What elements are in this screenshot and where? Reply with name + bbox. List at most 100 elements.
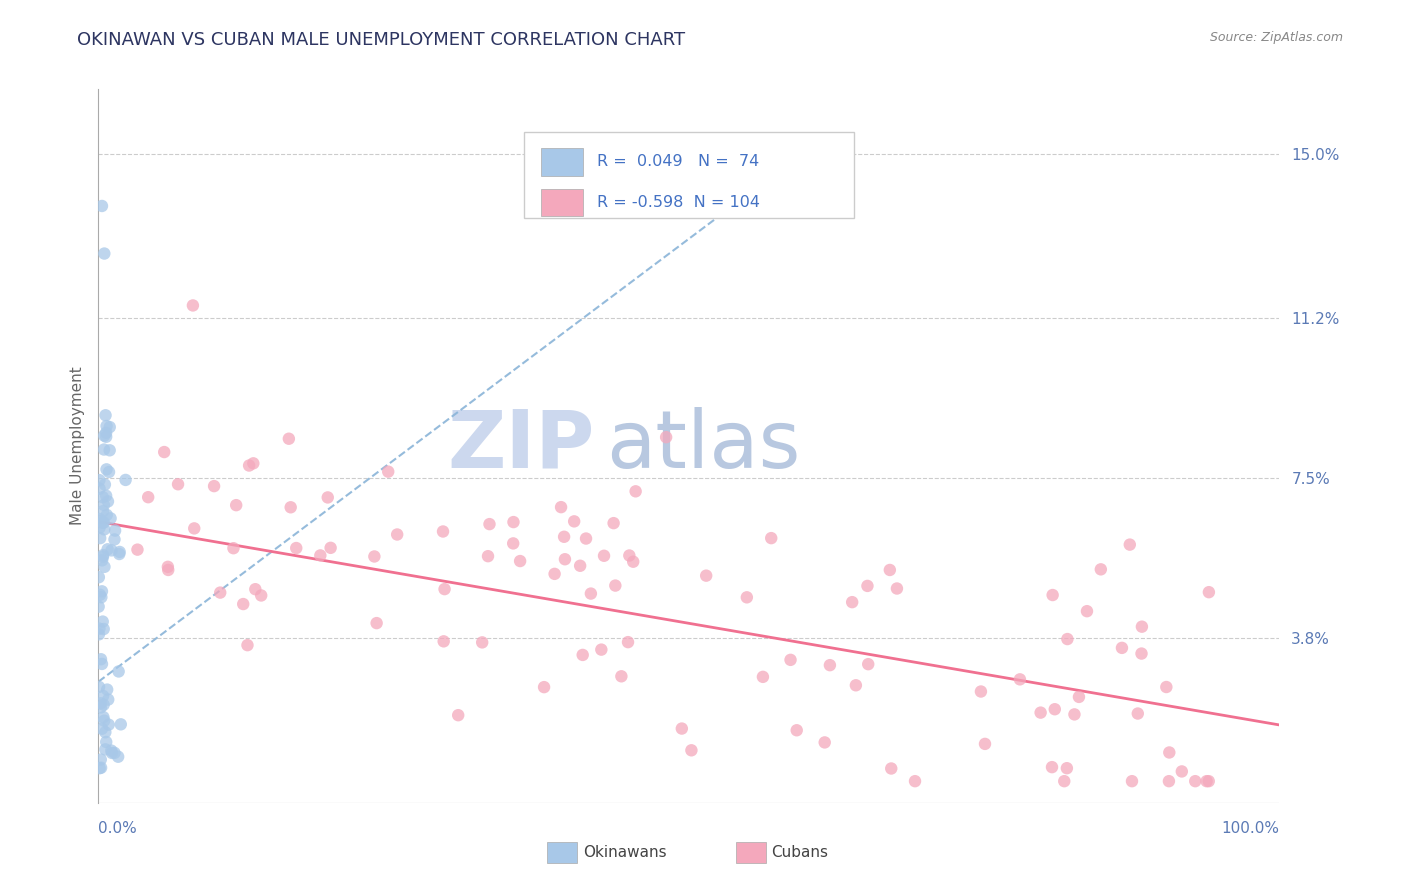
Point	[89, 531, 111, 545]
Point	[432, 524, 454, 539]
Point	[96, 462, 118, 476]
Point	[96, 419, 118, 434]
Point	[845, 678, 868, 692]
Text: Source: ZipAtlas.com: Source: ZipAtlas.com	[1209, 31, 1343, 45]
Point	[90, 514, 112, 528]
Point	[571, 648, 593, 662]
Point	[232, 597, 254, 611]
Point	[97, 494, 120, 508]
Point	[94, 409, 117, 423]
Point	[127, 542, 149, 557]
Point	[1056, 761, 1078, 775]
Point	[1076, 604, 1098, 618]
Point	[87, 627, 110, 641]
Point	[1171, 764, 1194, 779]
Point	[786, 723, 808, 738]
Point	[1157, 774, 1180, 789]
Y-axis label: Male Unemployment: Male Unemployment	[69, 367, 84, 525]
Point	[93, 442, 115, 457]
Point	[91, 584, 114, 599]
Point	[974, 737, 997, 751]
Point	[554, 552, 576, 566]
Point	[89, 761, 111, 775]
Point	[238, 458, 260, 473]
Point	[1063, 707, 1085, 722]
Point	[319, 541, 342, 555]
Point	[1029, 706, 1052, 720]
Point	[502, 536, 524, 550]
Text: OKINAWAN VS CUBAN MALE UNEMPLOYMENT CORRELATION CHART: OKINAWAN VS CUBAN MALE UNEMPLOYMENT CORR…	[77, 31, 686, 49]
Point	[477, 549, 499, 564]
Text: Cubans: Cubans	[772, 846, 828, 860]
Point	[1042, 588, 1064, 602]
Point	[841, 595, 863, 609]
Point	[856, 579, 879, 593]
Point	[94, 425, 117, 440]
Point	[103, 533, 125, 547]
Point	[602, 516, 624, 530]
Point	[153, 445, 176, 459]
Point	[87, 570, 110, 584]
Point	[93, 522, 115, 536]
Point	[93, 498, 115, 512]
Point	[619, 549, 641, 563]
Text: Okinawans: Okinawans	[582, 846, 666, 860]
Point	[761, 531, 783, 545]
Point	[96, 682, 118, 697]
Point	[89, 482, 111, 496]
Point	[593, 549, 616, 563]
Point	[98, 465, 121, 479]
Point	[624, 484, 647, 499]
Point	[1121, 774, 1143, 789]
Point	[236, 638, 259, 652]
Point	[569, 558, 592, 573]
Point	[1184, 774, 1206, 789]
Point	[509, 554, 531, 568]
Point	[157, 563, 180, 577]
Point	[1056, 632, 1078, 646]
Point	[136, 490, 159, 504]
Point	[91, 490, 114, 504]
Point	[101, 746, 124, 760]
Point	[93, 710, 115, 724]
Point	[91, 199, 114, 213]
Text: atlas: atlas	[606, 407, 800, 485]
Point	[90, 753, 112, 767]
Point	[363, 549, 385, 564]
Point	[1090, 562, 1112, 576]
Point	[605, 578, 627, 592]
Point	[91, 615, 114, 629]
Point	[89, 521, 111, 535]
Point	[93, 246, 115, 260]
Point	[108, 547, 131, 561]
Point	[671, 722, 693, 736]
Point	[366, 616, 388, 631]
FancyBboxPatch shape	[737, 842, 766, 863]
Point	[1198, 585, 1220, 599]
Point	[91, 689, 114, 703]
Point	[285, 541, 308, 555]
Point	[591, 642, 613, 657]
Point	[245, 582, 267, 597]
Point	[96, 430, 118, 444]
Point	[222, 541, 245, 556]
Point	[97, 717, 120, 731]
Point	[575, 532, 598, 546]
Text: ZIP: ZIP	[447, 407, 595, 485]
Point	[100, 511, 122, 525]
Point	[91, 553, 114, 567]
Point	[93, 428, 115, 442]
Point	[103, 746, 125, 760]
Point	[96, 508, 118, 522]
Point	[181, 298, 204, 312]
Point	[970, 684, 993, 698]
Point	[1130, 647, 1153, 661]
Point	[879, 563, 901, 577]
Point	[543, 566, 565, 581]
Point	[280, 500, 302, 515]
Point	[114, 473, 136, 487]
Point	[108, 545, 131, 559]
Text: 100.0%: 100.0%	[1222, 821, 1279, 836]
Point	[617, 635, 640, 649]
Point	[110, 717, 132, 731]
